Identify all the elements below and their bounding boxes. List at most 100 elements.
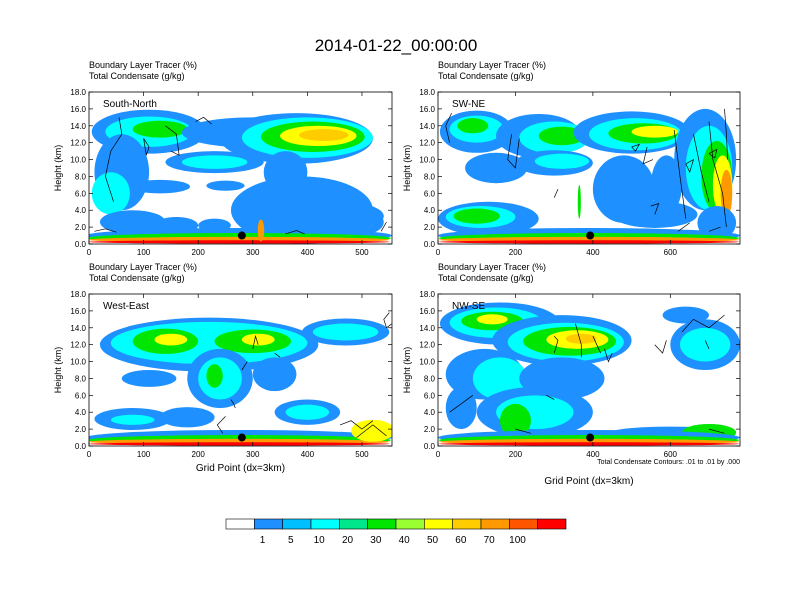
y-tick-label: 18.0	[70, 290, 86, 299]
tracer-shading	[299, 129, 349, 141]
tracer-shading	[534, 153, 590, 169]
x-tick-label: 300	[246, 248, 260, 257]
condensate-contour	[515, 428, 531, 434]
colorbar-swatch	[310, 518, 340, 530]
x-tick-label: 0	[87, 450, 92, 459]
condensate-contour	[285, 230, 305, 235]
condensate-contour	[553, 335, 559, 354]
contour-footnote: Total Condensate Contours: .01 to .01 by…	[597, 459, 740, 466]
condensate-contour	[708, 226, 721, 232]
panel-label: West-East	[103, 301, 149, 312]
tracer-shading	[99, 210, 166, 234]
colorbar-label: 50	[427, 535, 439, 546]
x-tick-label: 100	[137, 450, 151, 459]
x-tick-label: 200	[509, 248, 523, 257]
tracer-shading	[499, 403, 531, 438]
condensate-contour	[575, 323, 582, 358]
tracer-shading	[181, 155, 248, 169]
tracer-shading	[577, 184, 581, 219]
y-tick-label: 18.0	[419, 88, 435, 97]
location-marker	[237, 433, 246, 442]
y-tick-label: 12.0	[70, 139, 86, 148]
y-tick-label: 14.0	[70, 122, 86, 131]
colorbar-swatch	[282, 518, 312, 530]
tracer-shading	[351, 419, 392, 442]
colorbar-label: 5	[288, 535, 294, 546]
tracer-shading	[285, 404, 330, 420]
plot-frame	[437, 293, 741, 447]
colorbar-swatch	[339, 518, 368, 530]
y-tick-label: 0.0	[424, 240, 436, 249]
tracer-shading	[129, 179, 190, 194]
colorbar-label: 30	[370, 535, 382, 546]
panel-subtitle-1: Boundary Layer Tracer (%)	[438, 60, 546, 70]
x-tick-label: 600	[664, 248, 678, 257]
tracer-shading	[453, 208, 500, 224]
tracer-shading	[650, 155, 682, 215]
condensate-contour	[339, 420, 374, 430]
condensate-contour	[195, 116, 213, 125]
tracer-shading	[241, 333, 275, 346]
condensate-contour	[708, 428, 725, 434]
condensate-contour	[650, 202, 660, 215]
y-tick-label: 0.0	[424, 442, 436, 451]
y-tick-label: 4.0	[424, 206, 436, 215]
panel-subtitle-2: Total Condensate (g/kg)	[438, 273, 534, 283]
y-tick-label: 12.0	[419, 341, 435, 350]
tracer-shading	[257, 219, 265, 242]
y-tick-label: 18.0	[419, 290, 435, 299]
condensate-contour	[274, 352, 281, 358]
x-tick-label: 400	[301, 248, 315, 257]
x-tick-label: 200	[192, 248, 206, 257]
y-tick-label: 6.0	[424, 189, 436, 198]
condensate-contour	[252, 334, 259, 349]
panel-subtitle-1: Boundary Layer Tracer (%)	[89, 262, 197, 272]
tracer-shading	[263, 151, 308, 194]
y-tick-label: 4.0	[75, 408, 87, 417]
condensate-contour	[383, 312, 392, 329]
condensate-contour	[94, 228, 117, 233]
condensate-contour	[708, 121, 727, 228]
condensate-contour	[507, 134, 520, 169]
condensate-contour	[230, 399, 236, 409]
panel-3: Boundary Layer Tracer (%)Total Condensat…	[53, 262, 393, 474]
y-tick-label: 8.0	[424, 172, 436, 181]
panel-subtitle-1: Boundary Layer Tracer (%)	[89, 60, 197, 70]
condensate-contour	[449, 395, 474, 413]
y-tick-label: 2.0	[75, 425, 87, 434]
condensate-contour	[445, 112, 452, 143]
y-tick-label: 0.0	[75, 240, 87, 249]
tracer-shading	[476, 314, 508, 325]
x-axis-label: Grid Point (dx=3km)	[544, 476, 633, 487]
tracer-shading	[159, 407, 215, 428]
colorbar-swatch	[225, 518, 255, 530]
colorbar-label: 1	[260, 535, 266, 546]
location-marker	[586, 231, 595, 240]
colorbar-swatch	[452, 518, 482, 530]
y-tick-label: 4.0	[75, 206, 87, 215]
y-tick-label: 10.0	[419, 358, 435, 367]
panel-2: Boundary Layer Tracer (%)Total Condensat…	[402, 60, 741, 257]
figure-title: 2014-01-22_00:00:00	[315, 36, 478, 55]
tracer-shading	[132, 120, 188, 138]
colorbar-swatch	[254, 518, 283, 530]
y-axis-label: Height (km)	[53, 145, 63, 192]
tracer-shading	[538, 126, 586, 146]
colorbar-label: 70	[484, 535, 496, 546]
colorbar-label: 100	[509, 535, 526, 546]
condensate-contour	[553, 188, 559, 198]
y-tick-label: 16.0	[70, 105, 86, 114]
tracer-shading	[679, 327, 731, 362]
tracer-shading	[312, 323, 379, 341]
tracer-shading	[438, 240, 740, 244]
x-tick-label: 100	[137, 248, 151, 257]
x-tick-label: 600	[664, 450, 678, 459]
colorbar-swatch	[537, 518, 567, 530]
location-marker	[586, 433, 595, 442]
y-tick-label: 10.0	[70, 156, 86, 165]
panel-subtitle-2: Total Condensate (g/kg)	[438, 71, 534, 81]
y-tick-label: 10.0	[70, 358, 86, 367]
y-tick-label: 14.0	[419, 324, 435, 333]
condensate-contour	[241, 361, 248, 371]
